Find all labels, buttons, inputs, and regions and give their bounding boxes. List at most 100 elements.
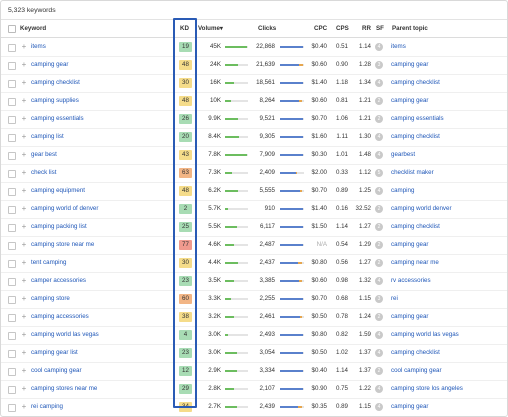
- parent-topic-link[interactable]: camping gear: [391, 97, 429, 104]
- plus-icon[interactable]: +: [21, 312, 27, 321]
- col-clicks[interactable]: Clicks: [258, 25, 277, 32]
- row-checkbox[interactable]: [8, 404, 16, 412]
- serp-features-badge[interactable]: 2: [375, 223, 383, 231]
- row-checkbox[interactable]: [8, 260, 16, 268]
- parent-topic-link[interactable]: camping gear: [391, 241, 429, 248]
- parent-topic-link[interactable]: camping essentials: [391, 115, 444, 122]
- serp-features-badge[interactable]: 4: [375, 79, 383, 87]
- select-all-checkbox[interactable]: [8, 25, 16, 33]
- keyword-link[interactable]: camping essentials: [31, 115, 84, 122]
- keyword-link[interactable]: tent camping: [31, 259, 67, 266]
- row-checkbox[interactable]: [8, 44, 16, 52]
- col-kd[interactable]: KD: [180, 25, 189, 32]
- keyword-link[interactable]: camping accessories: [31, 313, 89, 320]
- parent-topic-link[interactable]: camping gear: [391, 313, 429, 320]
- row-checkbox[interactable]: [8, 206, 16, 214]
- plus-icon[interactable]: +: [21, 258, 27, 267]
- serp-features-badge[interactable]: 4: [375, 277, 383, 285]
- col-rr[interactable]: RR: [362, 25, 371, 32]
- col-sf[interactable]: SF: [376, 25, 384, 32]
- serp-features-badge[interactable]: 2: [375, 367, 383, 375]
- keyword-link[interactable]: camping supplies: [31, 97, 79, 104]
- parent-topic-link[interactable]: camping checklist: [391, 79, 440, 86]
- row-checkbox[interactable]: [8, 98, 16, 106]
- row-checkbox[interactable]: [8, 224, 16, 232]
- parent-topic-link[interactable]: camping world las vegas: [391, 331, 459, 338]
- plus-icon[interactable]: +: [21, 294, 27, 303]
- parent-topic-link[interactable]: checklist maker: [391, 169, 434, 176]
- keyword-link[interactable]: camper accessories: [31, 277, 87, 284]
- plus-icon[interactable]: +: [21, 60, 27, 69]
- keyword-link[interactable]: items: [31, 43, 46, 50]
- parent-topic-link[interactable]: camping gear: [391, 61, 429, 68]
- row-checkbox[interactable]: [8, 134, 16, 142]
- row-checkbox[interactable]: [8, 62, 16, 70]
- parent-topic-link[interactable]: camping store los angeles: [391, 385, 463, 392]
- keyword-link[interactable]: camping stores near me: [31, 385, 98, 392]
- serp-features-badge[interactable]: 4: [375, 385, 383, 393]
- keyword-link[interactable]: rei camping: [31, 403, 63, 410]
- plus-icon[interactable]: +: [21, 42, 27, 51]
- plus-icon[interactable]: +: [21, 132, 27, 141]
- col-keyword[interactable]: Keyword: [20, 25, 47, 32]
- row-checkbox[interactable]: [8, 170, 16, 178]
- serp-features-badge[interactable]: 4: [375, 349, 383, 357]
- row-checkbox[interactable]: [8, 116, 16, 124]
- serp-features-badge[interactable]: 4: [375, 403, 383, 411]
- parent-topic-link[interactable]: rei: [391, 295, 398, 302]
- row-checkbox[interactable]: [8, 242, 16, 250]
- keyword-link[interactable]: camping store near me: [31, 241, 95, 248]
- serp-features-badge[interactable]: 2: [375, 259, 383, 267]
- col-cps[interactable]: CPS: [336, 25, 349, 32]
- row-checkbox[interactable]: [8, 314, 16, 322]
- keyword-link[interactable]: check list: [31, 169, 57, 176]
- keyword-link[interactable]: camping equipment: [31, 187, 86, 194]
- keyword-link[interactable]: gear best: [31, 151, 57, 158]
- keyword-link[interactable]: camping packing list: [31, 223, 87, 230]
- plus-icon[interactable]: +: [21, 384, 27, 393]
- plus-icon[interactable]: +: [21, 402, 27, 411]
- row-checkbox[interactable]: [8, 296, 16, 304]
- row-checkbox[interactable]: [8, 278, 16, 286]
- plus-icon[interactable]: +: [21, 276, 27, 285]
- plus-icon[interactable]: +: [21, 168, 27, 177]
- serp-features-badge[interactable]: 3: [375, 295, 383, 303]
- plus-icon[interactable]: +: [21, 186, 27, 195]
- keyword-link[interactable]: cool camping gear: [31, 367, 82, 374]
- plus-icon[interactable]: +: [21, 150, 27, 159]
- keyword-link[interactable]: camping list: [31, 133, 64, 140]
- row-checkbox[interactable]: [8, 368, 16, 376]
- parent-topic-link[interactable]: camping near me: [391, 259, 439, 266]
- plus-icon[interactable]: +: [21, 330, 27, 339]
- row-checkbox[interactable]: [8, 80, 16, 88]
- row-checkbox[interactable]: [8, 386, 16, 394]
- row-checkbox[interactable]: [8, 350, 16, 358]
- serp-features-badge[interactable]: 5: [375, 169, 383, 177]
- serp-features-badge[interactable]: 4: [375, 331, 383, 339]
- plus-icon[interactable]: +: [21, 78, 27, 87]
- serp-features-badge[interactable]: 4: [375, 43, 383, 51]
- plus-icon[interactable]: +: [21, 240, 27, 249]
- keyword-link[interactable]: camping gear: [31, 61, 69, 68]
- parent-topic-link[interactable]: camping: [391, 187, 415, 194]
- parent-topic-link[interactable]: camping checklist: [391, 349, 440, 356]
- serp-features-badge[interactable]: 3: [375, 61, 383, 69]
- plus-icon[interactable]: +: [21, 96, 27, 105]
- serp-features-badge[interactable]: 2: [375, 115, 383, 123]
- keyword-link[interactable]: camping world of denver: [31, 205, 99, 212]
- row-checkbox[interactable]: [8, 188, 16, 196]
- serp-features-badge[interactable]: 2: [375, 205, 383, 213]
- parent-topic-link[interactable]: camping checklist: [391, 133, 440, 140]
- keyword-link[interactable]: camping world las vegas: [31, 331, 99, 338]
- plus-icon[interactable]: +: [21, 366, 27, 375]
- parent-topic-link[interactable]: cool camping gear: [391, 367, 442, 374]
- parent-topic-link[interactable]: camping gear: [391, 403, 429, 410]
- parent-topic-link[interactable]: camping checklist: [391, 223, 440, 230]
- serp-features-badge[interactable]: 4: [375, 151, 383, 159]
- parent-topic-link[interactable]: gearbest: [391, 151, 416, 158]
- col-parent-topic[interactable]: Parent topic: [392, 25, 428, 32]
- serp-features-badge[interactable]: 2: [375, 241, 383, 249]
- serp-features-badge[interactable]: 4: [375, 187, 383, 195]
- parent-topic-link[interactable]: items: [391, 43, 406, 50]
- serp-features-badge[interactable]: 2: [375, 97, 383, 105]
